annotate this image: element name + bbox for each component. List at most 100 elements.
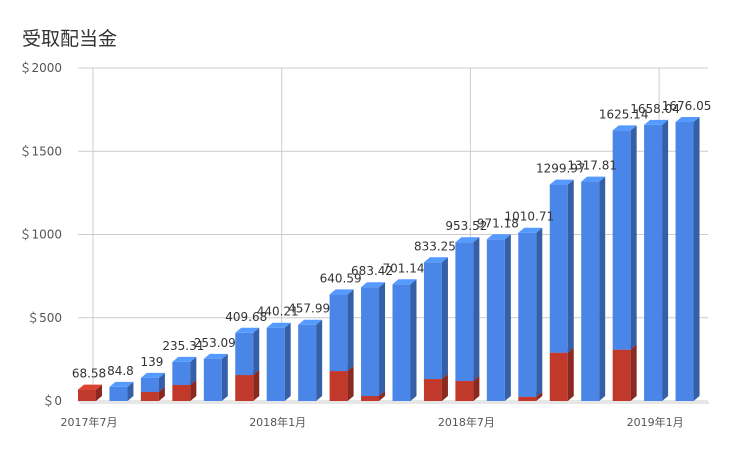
- bar-top: [644, 119, 669, 125]
- y-tick-label: ＄0: [42, 394, 62, 408]
- bar-segment: [109, 386, 128, 401]
- bar-segment: [455, 381, 474, 401]
- bar-top: [518, 227, 543, 233]
- data-label: 84.8: [107, 364, 134, 378]
- data-label: 253.09: [194, 336, 236, 350]
- x-tick-label: 2018年7月: [438, 415, 495, 429]
- bar-top: [140, 372, 165, 378]
- bar-segment: [266, 327, 285, 401]
- bar-side: [599, 176, 606, 401]
- bar-segment: [172, 384, 191, 401]
- bar-segment: [235, 375, 254, 401]
- data-label: 1676.05: [662, 99, 712, 113]
- bar-side: [221, 353, 228, 401]
- bar-segment: [486, 239, 505, 401]
- bar-segment: [549, 352, 568, 401]
- bar-segment: [518, 396, 537, 401]
- bar-top: [675, 116, 700, 122]
- data-label: 68.58: [72, 367, 106, 381]
- y-tick-label: ＄2000: [19, 61, 62, 75]
- chart-title: 受取配当金: [22, 28, 118, 50]
- y-tick-label: ＄500: [27, 311, 62, 325]
- bar-segment: [329, 294, 348, 372]
- x-tick-label: 2018年1月: [249, 415, 306, 429]
- bar-segment: [392, 284, 411, 401]
- bar-top: [266, 322, 291, 328]
- bar-top: [298, 319, 323, 325]
- bar-side: [473, 376, 480, 401]
- bar-segment: [298, 324, 317, 401]
- bar-segment: [518, 232, 537, 397]
- bar-top: [486, 234, 511, 240]
- bar-segment: [644, 124, 663, 401]
- bar-top: [172, 356, 197, 362]
- data-label: 683.42: [351, 264, 393, 278]
- bar-side: [630, 125, 637, 350]
- bar-side: [567, 179, 574, 353]
- bar-side: [127, 381, 134, 401]
- chart-floor: [78, 401, 710, 404]
- bar-top: [235, 327, 260, 333]
- bar-side: [253, 370, 260, 401]
- bar-top: [581, 176, 606, 182]
- bar-side: [630, 344, 637, 401]
- data-label: 139: [140, 355, 163, 369]
- data-label: 440.21: [257, 305, 299, 319]
- bar-top: [455, 237, 480, 243]
- data-label: 971.18: [477, 216, 519, 230]
- bar-top: [612, 125, 637, 131]
- bar-segment: [612, 349, 631, 401]
- bar-side: [158, 386, 165, 401]
- y-tick-label: ＄1000: [19, 228, 62, 242]
- data-label: 457.99: [288, 302, 330, 316]
- bar-side: [567, 347, 574, 401]
- bar-segment: [329, 371, 348, 401]
- bar-top: [549, 179, 574, 185]
- data-label: 640.59: [320, 271, 362, 285]
- bar-segment: [423, 379, 442, 401]
- bar-segment: [361, 396, 380, 401]
- bar-side: [693, 116, 700, 401]
- bar-side: [190, 379, 197, 401]
- bar-side: [158, 372, 165, 392]
- bar-side: [316, 319, 323, 401]
- bar-side: [253, 327, 260, 376]
- data-label: 1658.04: [630, 102, 680, 116]
- bar-side: [410, 279, 417, 401]
- data-label: 1317.81: [567, 159, 617, 173]
- bar-side: [379, 282, 386, 397]
- bar-segment: [78, 389, 96, 401]
- bar-segment: [455, 242, 474, 382]
- data-label: 953.52: [445, 219, 487, 233]
- x-tick-label: 2017年7月: [61, 415, 118, 429]
- data-label: 701.14: [383, 261, 425, 275]
- bar-side: [96, 384, 102, 401]
- bar-segment: [140, 391, 159, 401]
- data-label: 1625.14: [599, 107, 649, 121]
- bar-top: [329, 289, 354, 295]
- bar-top: [392, 279, 417, 285]
- bar-segment: [140, 377, 159, 392]
- bar-segment: [675, 121, 694, 401]
- bar-segment: [581, 181, 600, 401]
- bar-segment: [423, 262, 442, 380]
- bar-segment: [361, 287, 380, 397]
- data-label: 409.68: [225, 310, 267, 324]
- bar-side: [441, 257, 448, 380]
- data-label: 235.31: [162, 339, 204, 353]
- data-label: 1010.71: [504, 210, 554, 224]
- bar-side: [536, 391, 543, 401]
- y-tick-label: ＄1500: [19, 144, 62, 158]
- bar-side: [284, 322, 291, 401]
- bar-top: [109, 381, 134, 387]
- bar-side: [662, 119, 669, 401]
- data-label: 833.25: [414, 239, 456, 253]
- bar-side: [473, 237, 480, 382]
- x-tick-label: 2019年1月: [627, 415, 684, 429]
- bar-side: [536, 227, 543, 397]
- bar-side: [190, 356, 197, 385]
- bar-side: [441, 374, 448, 401]
- bar-segment: [172, 361, 191, 385]
- bar-top: [78, 384, 102, 390]
